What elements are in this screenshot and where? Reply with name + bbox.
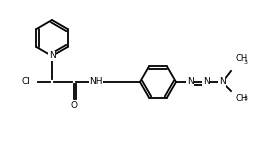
Text: NH: NH [89, 78, 103, 86]
Text: N: N [203, 78, 209, 86]
Text: N: N [219, 78, 225, 86]
Text: O: O [70, 100, 78, 109]
Text: CH: CH [236, 94, 248, 103]
Text: 3: 3 [243, 60, 248, 65]
Text: CH: CH [236, 54, 248, 63]
Text: 3: 3 [243, 96, 248, 101]
Text: N: N [49, 52, 55, 61]
Text: N: N [187, 78, 193, 86]
Text: Cl: Cl [21, 78, 30, 86]
